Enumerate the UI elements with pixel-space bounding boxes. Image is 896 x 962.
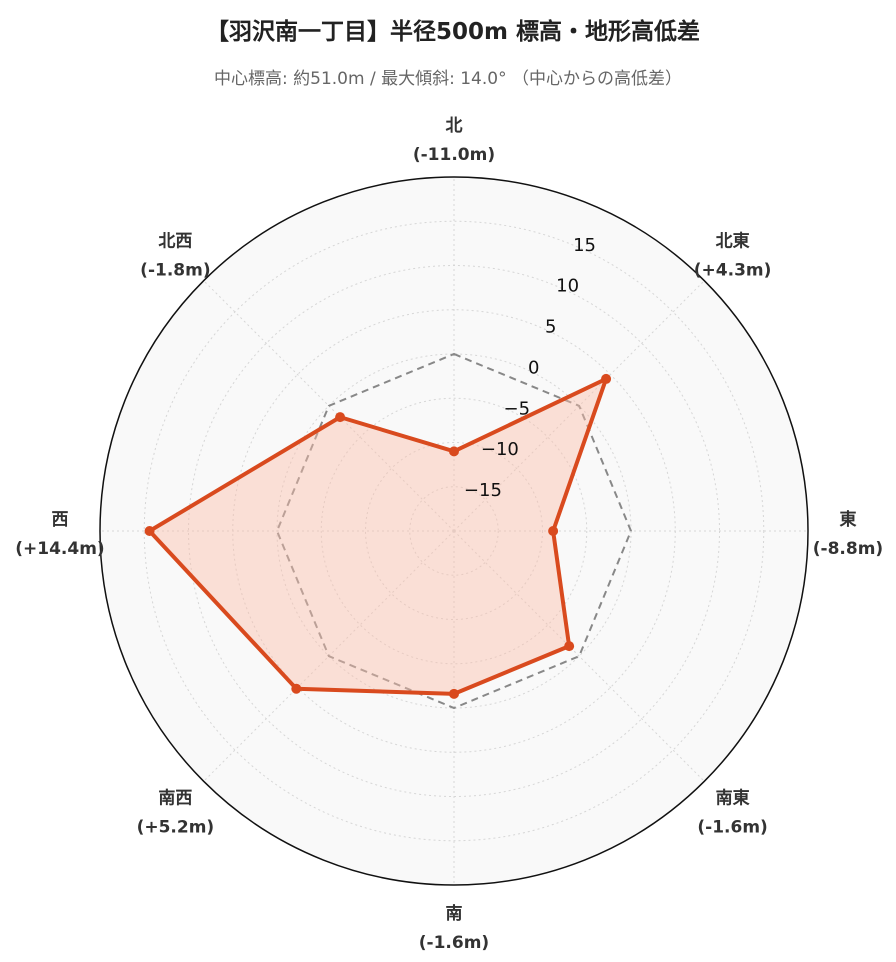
radial-tick-label: −5 — [504, 398, 531, 419]
direction-value-label: (-1.6m) — [697, 818, 767, 838]
direction-label: 東 — [840, 509, 857, 530]
data-point — [548, 526, 559, 536]
data-point — [335, 412, 346, 423]
direction-label: 南東 — [716, 788, 750, 809]
direction-label: 北西 — [158, 231, 192, 251]
direction-value-label: (-1.6m) — [419, 933, 489, 953]
radial-tick-label: 15 — [573, 235, 596, 256]
data-point — [291, 683, 302, 694]
radial-tick-label: −10 — [481, 439, 519, 460]
radial-tick-label: −15 — [464, 480, 502, 501]
grid-ring — [365, 442, 543, 620]
grid-ring — [409, 486, 499, 576]
direction-label: 西 — [52, 510, 69, 530]
chart-title: 【羽沢南一丁目】半径500m 標高・地形高低差 — [206, 19, 700, 45]
outer-ring — [99, 176, 809, 886]
direction-label: 南西 — [158, 788, 192, 809]
direction-value-label: (+14.4m) — [15, 539, 104, 559]
direction-label: 南 — [446, 903, 463, 924]
direction-label: 北 — [446, 116, 463, 136]
data-point — [449, 688, 459, 699]
chart-subtitle: 中心標高: 約51.0m / 最大傾斜: 14.0° （中心からの高低差） — [214, 69, 682, 89]
direction-value-label: (-11.0m) — [413, 145, 495, 165]
grid-spoke — [453, 530, 705, 782]
direction-value-label: (+4.3m) — [694, 260, 772, 280]
grid-ring — [143, 220, 765, 842]
data-point — [601, 373, 612, 384]
direction-value-label: (+5.2m) — [137, 818, 215, 838]
direction-value-label: (-1.8m) — [140, 260, 210, 280]
data-point — [449, 446, 459, 457]
grid-ring — [320, 397, 588, 665]
direction-value-label: (-8.8m) — [813, 539, 883, 559]
radial-tick-label: 5 — [545, 317, 556, 338]
data-point — [564, 641, 575, 652]
direction-label: 北東 — [716, 230, 750, 251]
reference-polygon — [275, 352, 633, 710]
data-point — [144, 526, 155, 536]
radial-tick-label: 0 — [528, 357, 539, 378]
radial-tick-label: 10 — [556, 276, 579, 297]
